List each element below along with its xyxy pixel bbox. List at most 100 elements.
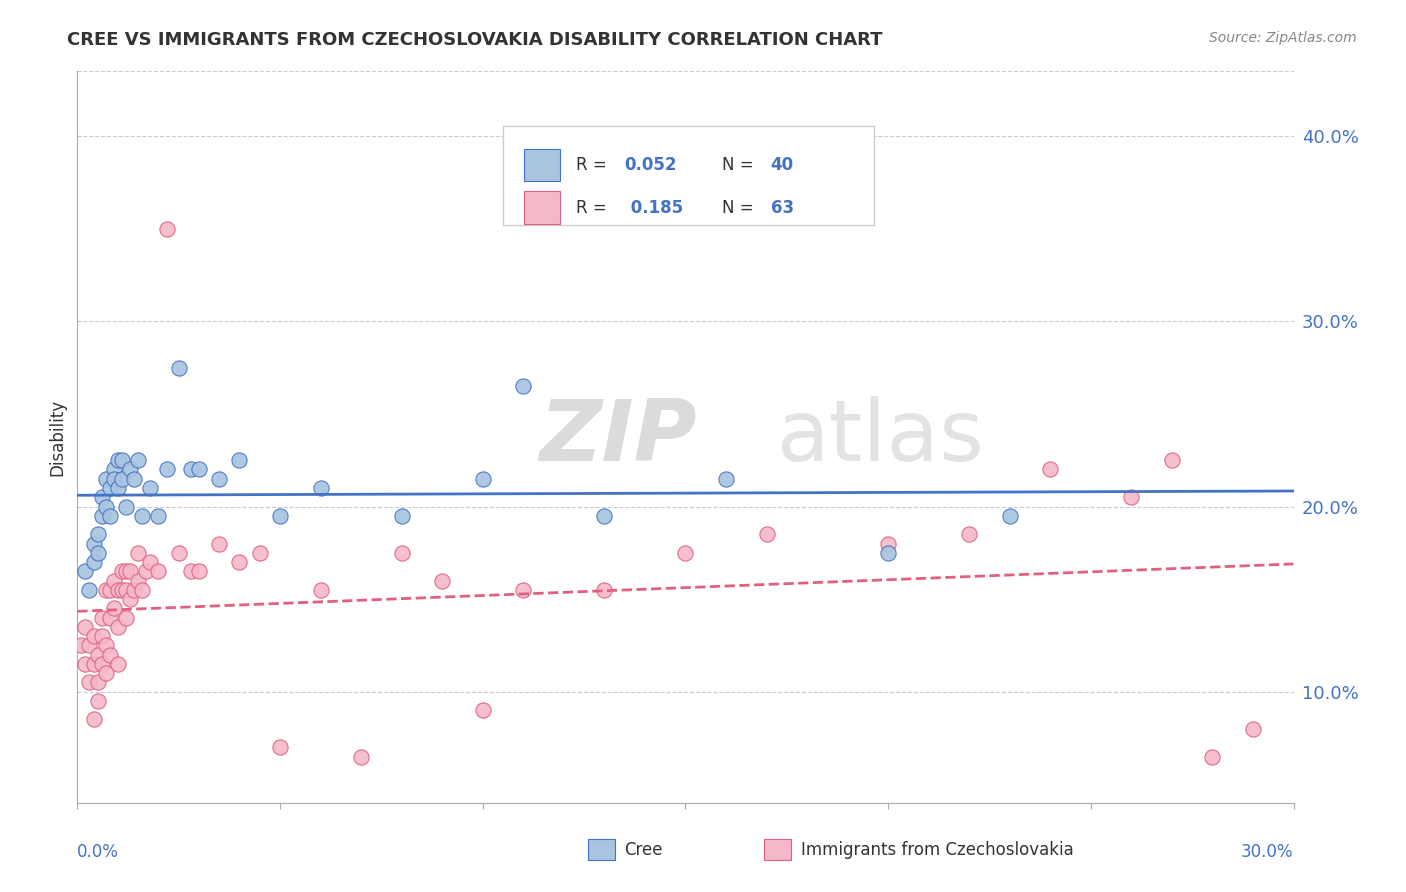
Point — [83, 657, 105, 671]
Point — [98, 508, 121, 523]
Point — [139, 481, 162, 495]
Point — [127, 453, 149, 467]
Point — [98, 648, 121, 662]
Text: R =: R = — [576, 155, 612, 174]
Point — [249, 546, 271, 560]
Bar — [588, 839, 614, 860]
Point — [86, 675, 108, 690]
Point — [228, 453, 250, 467]
Text: Cree: Cree — [624, 840, 664, 859]
Text: R =: R = — [576, 199, 612, 217]
Point — [90, 490, 112, 504]
Point — [208, 472, 231, 486]
Point — [86, 546, 108, 560]
Point — [877, 536, 900, 550]
Text: CREE VS IMMIGRANTS FROM CZECHOSLOVAKIA DISABILITY CORRELATION CHART: CREE VS IMMIGRANTS FROM CZECHOSLOVAKIA D… — [67, 31, 883, 49]
Point — [131, 582, 153, 597]
Text: Immigrants from Czechoslovakia: Immigrants from Czechoslovakia — [801, 840, 1074, 859]
Point — [1201, 749, 1223, 764]
Point — [118, 565, 141, 579]
Point — [107, 453, 129, 467]
Point — [512, 379, 534, 393]
Point — [90, 629, 112, 643]
Point — [90, 657, 112, 671]
Point — [94, 500, 117, 514]
Point — [115, 500, 138, 514]
Point — [115, 565, 138, 579]
Point — [75, 620, 97, 634]
Point — [86, 694, 108, 708]
Point — [1039, 462, 1062, 476]
Point — [79, 639, 101, 653]
Point — [208, 536, 231, 550]
Point — [90, 508, 112, 523]
Point — [714, 472, 737, 486]
Point — [98, 481, 121, 495]
Point — [430, 574, 453, 588]
Point — [94, 582, 117, 597]
Point — [107, 481, 129, 495]
Point — [111, 565, 134, 579]
Point — [75, 565, 97, 579]
Point — [755, 527, 778, 541]
Point — [127, 574, 149, 588]
Point — [94, 666, 117, 681]
Text: atlas: atlas — [776, 395, 984, 479]
Point — [79, 582, 101, 597]
Text: 0.185: 0.185 — [624, 199, 683, 217]
Y-axis label: Disability: Disability — [48, 399, 66, 475]
Point — [675, 546, 697, 560]
Bar — [523, 149, 560, 181]
Text: 0.052: 0.052 — [624, 155, 678, 174]
Point — [94, 472, 117, 486]
Point — [122, 582, 145, 597]
Point — [1161, 453, 1184, 467]
Text: N =: N = — [721, 199, 759, 217]
Point — [155, 221, 177, 235]
Point — [512, 582, 534, 597]
Point — [127, 546, 149, 560]
Text: N =: N = — [721, 155, 759, 174]
Point — [471, 703, 494, 717]
Point — [471, 472, 494, 486]
Point — [103, 472, 125, 486]
Point — [1121, 490, 1143, 504]
Point — [98, 582, 121, 597]
Point — [309, 481, 332, 495]
Point — [94, 639, 117, 653]
Point — [350, 749, 373, 764]
Point — [118, 462, 141, 476]
Point — [180, 565, 202, 579]
Point — [122, 472, 145, 486]
Point — [139, 555, 162, 569]
Point — [167, 360, 190, 375]
Point — [111, 472, 134, 486]
Point — [79, 675, 101, 690]
Point — [83, 555, 105, 569]
Text: 40: 40 — [770, 155, 793, 174]
Point — [115, 582, 138, 597]
Text: 63: 63 — [770, 199, 793, 217]
Bar — [765, 839, 792, 860]
Point — [103, 574, 125, 588]
Point — [188, 565, 211, 579]
Point — [131, 508, 153, 523]
Point — [103, 601, 125, 615]
Bar — [523, 192, 560, 224]
Point — [391, 546, 413, 560]
Point — [111, 582, 134, 597]
Point — [269, 740, 291, 755]
Point — [188, 462, 211, 476]
Point — [1241, 722, 1264, 736]
Point — [148, 508, 170, 523]
Point — [98, 610, 121, 624]
Point — [593, 508, 616, 523]
Text: 0.0%: 0.0% — [77, 843, 120, 861]
Point — [998, 508, 1021, 523]
Point — [107, 582, 129, 597]
Point — [135, 565, 157, 579]
Point — [155, 462, 177, 476]
Point — [180, 462, 202, 476]
Point — [70, 639, 93, 653]
Point — [877, 546, 900, 560]
